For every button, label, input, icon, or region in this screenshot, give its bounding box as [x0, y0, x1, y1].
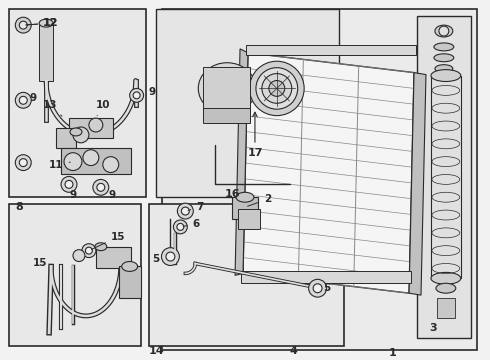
Ellipse shape: [249, 61, 304, 116]
Bar: [9, 9, 146, 197]
Circle shape: [130, 89, 144, 102]
Bar: [148, 204, 344, 346]
Circle shape: [61, 176, 77, 192]
Text: 3: 3: [429, 323, 437, 333]
Circle shape: [64, 153, 82, 171]
Circle shape: [73, 249, 85, 261]
Text: 7: 7: [188, 202, 204, 212]
Circle shape: [162, 248, 179, 265]
Circle shape: [93, 179, 109, 195]
Circle shape: [177, 203, 193, 219]
Bar: [96, 247, 131, 269]
Circle shape: [82, 244, 96, 257]
Bar: [155, 9, 340, 197]
Bar: [56, 128, 76, 148]
Text: 13: 13: [43, 100, 62, 116]
Bar: [431, 76, 461, 278]
Ellipse shape: [435, 65, 453, 73]
Text: 15: 15: [33, 258, 48, 269]
Text: 9: 9: [109, 190, 116, 200]
Text: 5: 5: [152, 253, 160, 264]
Circle shape: [19, 159, 27, 167]
Text: 9: 9: [29, 93, 36, 103]
Ellipse shape: [431, 69, 461, 81]
Ellipse shape: [198, 63, 256, 114]
Circle shape: [173, 220, 187, 234]
Circle shape: [313, 284, 322, 293]
Circle shape: [15, 17, 31, 33]
Text: 11: 11: [49, 159, 70, 170]
Ellipse shape: [236, 192, 254, 202]
Text: 6: 6: [183, 219, 199, 229]
Text: 17: 17: [247, 112, 263, 158]
Bar: [238, 209, 260, 229]
Text: 2: 2: [247, 194, 271, 206]
Ellipse shape: [434, 54, 454, 62]
Bar: [203, 108, 250, 123]
Polygon shape: [243, 53, 414, 293]
Circle shape: [439, 26, 449, 36]
Text: 12: 12: [26, 18, 59, 28]
Ellipse shape: [262, 73, 292, 103]
Text: 10: 10: [96, 100, 110, 116]
Circle shape: [65, 180, 73, 188]
Text: 4: 4: [290, 346, 297, 356]
Ellipse shape: [431, 273, 461, 284]
Ellipse shape: [95, 243, 107, 251]
Polygon shape: [235, 49, 248, 275]
Ellipse shape: [269, 81, 285, 96]
Circle shape: [85, 247, 93, 254]
Bar: [232, 197, 258, 219]
Ellipse shape: [256, 68, 298, 109]
Bar: [437, 298, 455, 318]
Text: 16: 16: [225, 189, 241, 199]
Bar: [163, 9, 477, 350]
Text: 9: 9: [148, 87, 156, 98]
Circle shape: [19, 21, 27, 29]
Text: 12: 12: [26, 18, 59, 28]
Circle shape: [97, 183, 105, 191]
Bar: [246, 45, 416, 55]
Polygon shape: [409, 73, 426, 295]
Circle shape: [19, 96, 27, 104]
Ellipse shape: [39, 19, 53, 27]
Circle shape: [89, 118, 103, 132]
Circle shape: [15, 93, 31, 108]
Circle shape: [181, 207, 189, 215]
Bar: [203, 67, 250, 110]
Text: 15: 15: [92, 232, 125, 249]
Circle shape: [166, 252, 175, 261]
Text: 1: 1: [389, 347, 397, 357]
Bar: [69, 118, 113, 138]
Bar: [9, 204, 141, 346]
Bar: [241, 271, 411, 283]
Bar: [417, 16, 471, 338]
Text: 8: 8: [15, 202, 23, 212]
Ellipse shape: [70, 128, 82, 136]
Circle shape: [103, 157, 119, 172]
Circle shape: [133, 92, 140, 99]
Text: 9: 9: [69, 190, 76, 200]
Text: 14: 14: [148, 346, 164, 356]
Ellipse shape: [435, 25, 453, 37]
Circle shape: [83, 150, 99, 166]
Circle shape: [15, 155, 31, 171]
Ellipse shape: [436, 283, 456, 293]
Bar: [119, 266, 141, 298]
Bar: [61, 148, 131, 175]
Ellipse shape: [122, 261, 138, 271]
Ellipse shape: [434, 43, 454, 51]
Text: 5: 5: [323, 283, 331, 293]
Ellipse shape: [205, 71, 245, 106]
Circle shape: [177, 224, 184, 230]
Bar: [39, 23, 53, 81]
Circle shape: [309, 279, 326, 297]
Circle shape: [73, 127, 89, 143]
